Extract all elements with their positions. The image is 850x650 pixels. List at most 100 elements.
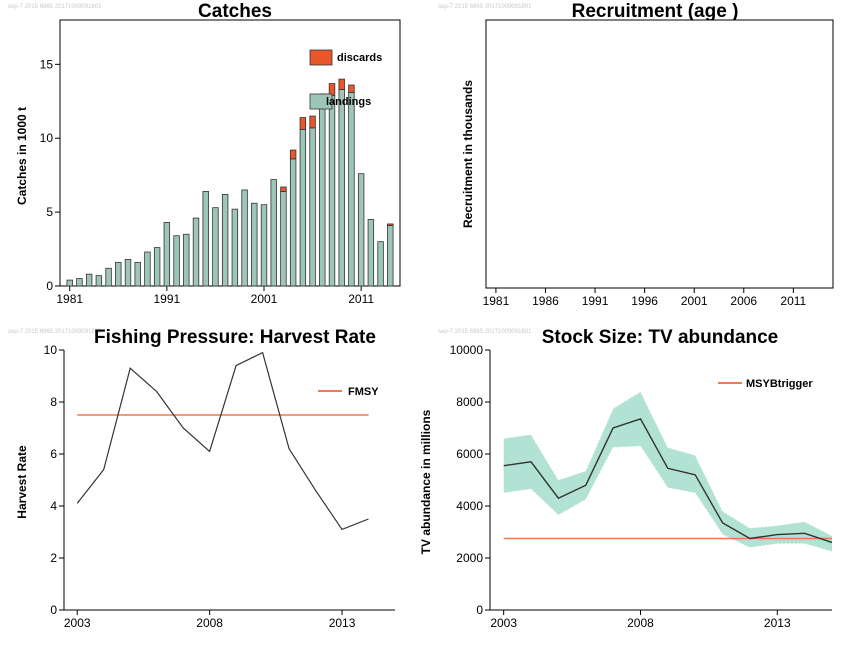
catches-x-tick-label: 2001 (251, 292, 278, 306)
harvest-y-tick-label: 6 (50, 447, 57, 461)
landings-bar (192, 217, 200, 287)
landings-bar (270, 179, 277, 287)
harvest-title: Fishing Pressure: Harvest Rate (94, 327, 376, 348)
stock-y-tick-label: 4000 (456, 499, 483, 513)
stock-x-tick-label: 2008 (627, 616, 654, 630)
catches-legend: discards landings (309, 49, 382, 110)
recruitment-stamp: sep-7 2015 6965 20171009091801 (438, 4, 532, 10)
catches-title: Catches (198, 1, 272, 22)
landings-bar (319, 105, 326, 287)
harvest-panel: sep-7 2015 6965 20171009091801 Fishing P… (8, 327, 395, 630)
catches-y-tick-label: 5 (46, 205, 53, 219)
catches-y-tick-label: 10 (40, 131, 54, 145)
landings-bar (357, 173, 365, 287)
harvest-legend: FMSY (318, 386, 379, 398)
landings-bar (377, 241, 384, 287)
landings-bar (221, 193, 229, 287)
confidence-band (503, 391, 832, 552)
abundance-estimate-line (503, 418, 833, 544)
stock-panel: sep-7 2015 6965 20171009091801 Stock Siz… (419, 327, 833, 630)
landings-bar (241, 189, 248, 287)
landings-bar (163, 222, 171, 287)
stock-axes: 2003 2008 2013 0 2000 4000 6000 8000 10000 (450, 343, 791, 630)
harvest-y-tick-label: 8 (50, 395, 57, 409)
harvest-y-tick-label: 10 (44, 343, 58, 357)
landings-bar (95, 275, 103, 287)
landings-bar (144, 251, 151, 287)
landings-bar (309, 127, 316, 287)
discards-bar (328, 83, 336, 96)
discards-bar (280, 186, 287, 192)
harvest-y-tick-label: 4 (50, 499, 57, 513)
recruitment-x-tick-label: 1981 (483, 294, 510, 308)
landings-bar (387, 225, 394, 287)
legend-landings-label: landings (326, 96, 371, 108)
stock-x-tick-label: 2013 (764, 616, 791, 630)
landings-bar (105, 267, 112, 287)
recruitment-x-tick-label: 1986 (532, 294, 559, 308)
harvest-rate-line (76, 351, 369, 531)
catches-stamp: sep-7 2015 6965 20171009091801 (8, 4, 102, 10)
catches-panel: sep-7 2015 6965 20171009091801 Catches C… (8, 1, 401, 306)
discards-bar (289, 149, 297, 160)
catches-x-tick-label: 1991 (154, 292, 181, 306)
stock-y-tick-label: 8000 (456, 395, 483, 409)
discards-bar (348, 84, 355, 93)
catches-x-tick-label: 2011 (348, 292, 374, 306)
stock-title: Stock Size: TV abundance (542, 327, 779, 348)
landings-bar (183, 233, 190, 287)
landings-bar (76, 278, 83, 287)
harvest-lines (76, 351, 369, 531)
landings-bar (115, 261, 122, 287)
stock-x-tick-label: 2003 (490, 616, 517, 630)
landings-bar (348, 92, 355, 287)
harvest-y-axis-label: Harvest Rate (15, 445, 29, 519)
catches-y-tick-label: 15 (40, 57, 54, 71)
stock-y-axis-label: TV abundance in millions (419, 409, 433, 554)
discards-bar (299, 117, 307, 130)
recruitment-plot-area (485, 19, 834, 289)
legend-msybtrigger-label: MSYBtrigger (746, 378, 813, 390)
stock-legend: MSYBtrigger (718, 378, 813, 390)
legend-landings-swatch (309, 93, 333, 110)
landings-bar (202, 191, 209, 287)
legend-fmsy-label: FMSY (348, 386, 379, 398)
recruitment-y-axis-label: Recruitment in thousands (461, 80, 475, 228)
catches-bars (66, 78, 394, 287)
recruitment-x-tick-label: 2011 (780, 294, 806, 308)
landings-bar (231, 208, 239, 287)
legend-discards-swatch (309, 49, 333, 66)
landings-bar (367, 219, 375, 287)
stock-series (503, 391, 833, 552)
catches-y-tick-label: 0 (46, 279, 53, 293)
stock-stamp: sep-7 2015 6965 20171009091801 (438, 329, 532, 335)
recruitment-x-tick-label: 2006 (730, 294, 757, 308)
recruitment-x-tick-label: 1996 (631, 294, 658, 308)
discards-bar (338, 78, 345, 90)
recruitment-axes: 1981 1986 1991 1996 2001 2006 2011 (483, 288, 807, 308)
landings-bar (124, 258, 132, 287)
harvest-x-tick-label: 2003 (64, 616, 91, 630)
landings-bar (85, 273, 93, 287)
harvest-axes: 2003 2008 2013 0 2 4 6 8 10 (44, 343, 356, 630)
landings-bar (153, 247, 161, 287)
stock-y-tick-label: 2000 (456, 551, 483, 565)
lower-bound-line (503, 445, 833, 552)
recruitment-x-tick-label: 2001 (681, 294, 708, 308)
recruitment-title: Recruitment (age ) (572, 1, 739, 22)
upper-bound-line (503, 391, 833, 537)
landings-bar (280, 191, 287, 287)
stock-y-tick-label: 0 (476, 603, 483, 617)
catches-axes: 1981 1991 2001 2011 0 5 10 15 (40, 57, 375, 306)
harvest-x-tick-label: 2013 (329, 616, 356, 630)
harvest-stamp: sep-7 2015 6965 20171009091801 (8, 329, 102, 335)
recruitment-x-tick-label: 1991 (582, 294, 609, 308)
stock-y-tick-label: 10000 (450, 343, 484, 357)
landings-bar (173, 235, 180, 287)
discards-bar (387, 223, 394, 226)
landings-bar (251, 202, 258, 287)
harvest-y-tick-label: 0 (50, 603, 57, 617)
landings-bar (260, 204, 268, 287)
landings-bar (66, 279, 73, 287)
landings-bar (299, 128, 307, 287)
